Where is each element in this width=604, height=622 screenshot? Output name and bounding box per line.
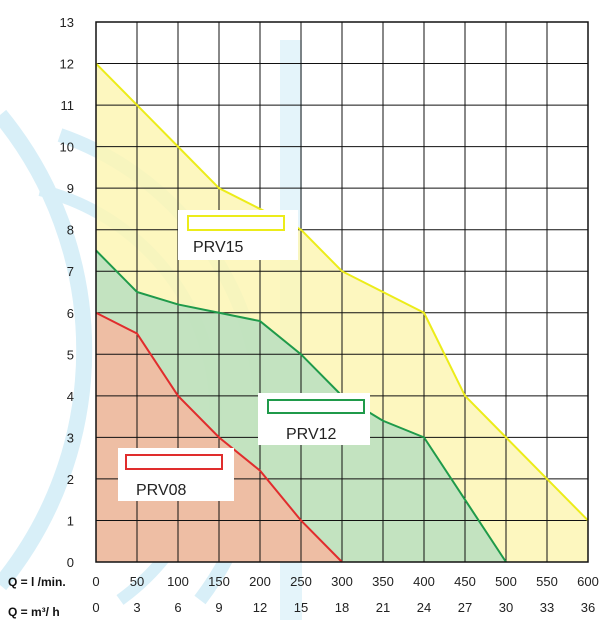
x-tick-label-secondary: 15 [294,600,308,615]
x-tick-label-primary: 600 [577,574,599,589]
y-tick-label: 12 [60,57,74,72]
series-swatch-prv12 [267,399,365,414]
series-label-prv12: PRV12 [258,393,370,445]
x-tick-label-secondary: 6 [174,600,181,615]
x-tick-label-primary: 500 [495,574,517,589]
x-tick-label-secondary: 12 [253,600,267,615]
y-tick-label: 5 [67,347,74,362]
series-label-prv08: PRV08 [118,448,234,501]
x-tick-label-secondary: 27 [458,600,472,615]
x-tick-label-secondary: 9 [215,600,222,615]
y-tick-label: 7 [67,264,74,279]
series-label-text: PRV12 [286,426,337,443]
x-tick-label-secondary: 3 [133,600,140,615]
x-tick-label-primary: 150 [208,574,230,589]
x-tick-label-primary: 400 [413,574,435,589]
series-swatch-prv15 [187,215,285,231]
x-tick-label-primary: 450 [454,574,476,589]
x-tick-label-primary: 50 [130,574,144,589]
y-tick-label: 11 [61,98,75,113]
x-tick-label-primary: 100 [167,574,189,589]
x-tick-label-primary: 250 [290,574,312,589]
x-axis-label-secondary: Q = m³/ h [8,605,60,619]
series-label-box [258,393,370,445]
line-prv12 [95,249,507,563]
x-tick-label-secondary: 30 [499,600,513,615]
x-tick-label-secondary: 36 [581,600,595,615]
x-tick-label-primary: 200 [249,574,271,589]
line-prv15 [95,62,589,522]
x-tick-label-secondary: 33 [540,600,554,615]
x-tick-label-primary: 350 [372,574,394,589]
y-tick-label: 0 [67,555,74,570]
x-tick-label-secondary: 0 [92,600,99,615]
x-tick-label-secondary: 18 [335,600,349,615]
plot-frame [95,21,589,563]
x-tick-label-secondary: 21 [376,600,390,615]
y-tick-label: 1 [67,513,74,528]
x-axis-label-primary: Q = l /min. [8,575,66,589]
y-tick-label: 2 [67,472,74,487]
series-swatch-prv08 [125,454,223,470]
y-tick-label: 13 [60,15,74,30]
line-prv08 [95,311,343,563]
series-label-box [178,210,298,260]
series-labels: PRV15 PRV12 PRV08 [118,210,370,501]
y-tick-label: 3 [67,430,74,445]
series-label-box [118,448,234,501]
y-tick-label: 8 [67,223,74,238]
x-tick-label-secondary: 24 [417,600,431,615]
y-tick-label: 4 [67,389,74,404]
y-tick-label: 6 [67,306,74,321]
y-tick-label: 9 [67,181,74,196]
x-tick-label-primary: 550 [536,574,558,589]
x-tick-label-primary: 300 [331,574,353,589]
series-label-text: PRV15 [193,239,244,256]
x-tick-label-primary: 0 [92,574,99,589]
series-label-prv15: PRV15 [178,210,298,260]
y-tick-label: 10 [60,140,74,155]
series-label-text: PRV08 [136,482,187,499]
